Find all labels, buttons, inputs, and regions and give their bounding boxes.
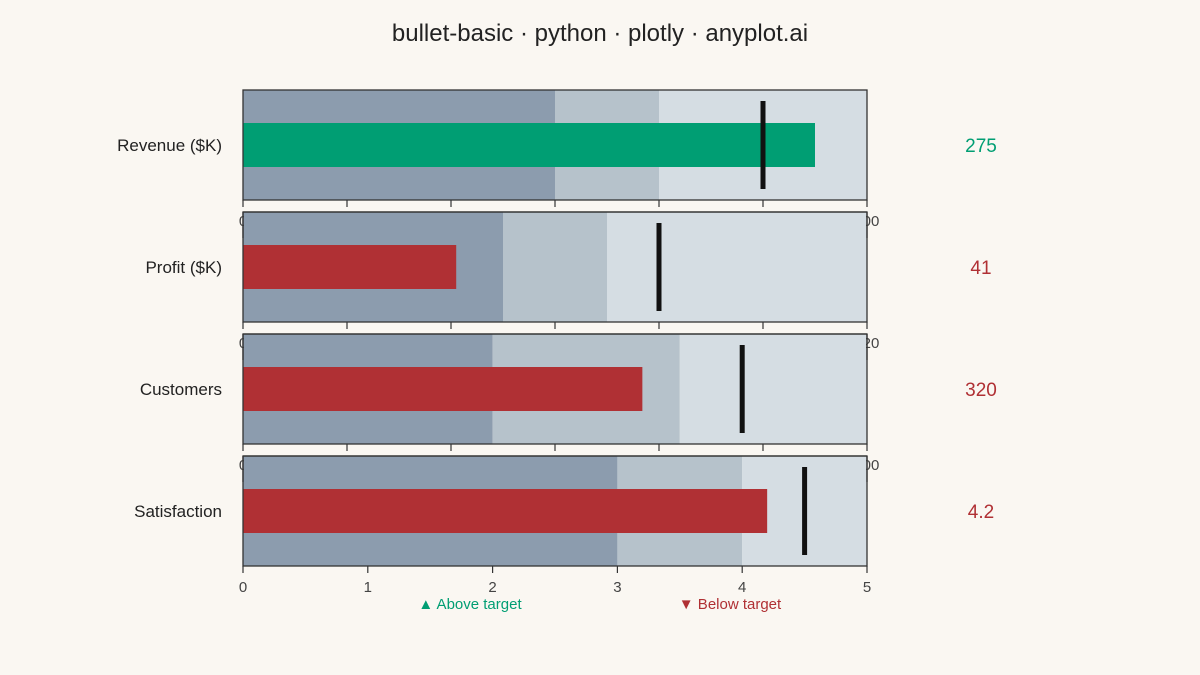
- value-label: 41: [970, 258, 991, 279]
- tick-label: 4: [738, 579, 746, 596]
- metric-label: Customers: [140, 380, 222, 399]
- value-bar: [243, 123, 815, 167]
- range-band-mask: [852, 213, 866, 237]
- range-band-mask: [244, 457, 258, 481]
- tick-label: 5: [863, 579, 871, 596]
- metric-label: Revenue ($K): [117, 136, 222, 155]
- tick-label: 2: [488, 579, 496, 596]
- value-bar: [243, 489, 768, 533]
- target-marker: [739, 345, 745, 433]
- range-band-3: [607, 212, 867, 322]
- tick-label: 1: [364, 579, 372, 596]
- range-band-mask: [244, 335, 258, 359]
- range-band-mask: [852, 335, 866, 359]
- value-label: 320: [965, 380, 997, 401]
- metric-label: Profit ($K): [145, 258, 222, 277]
- legend-item: ▲ Above target: [418, 596, 522, 613]
- value-bar: [243, 245, 457, 289]
- chart-title: bullet-basic · python · plotly · anyplot…: [391, 20, 809, 47]
- range-band-mask: [244, 213, 258, 237]
- tick-label: 0: [239, 579, 247, 596]
- range-band-2: [503, 212, 607, 322]
- target-marker: [802, 467, 808, 555]
- metric-label: Satisfaction: [134, 502, 222, 521]
- value-label: 4.2: [968, 502, 994, 523]
- value-bar: [243, 367, 643, 411]
- range-band-mask: [852, 457, 866, 481]
- tick-label: 3: [613, 579, 621, 596]
- range-band-3: [679, 334, 867, 444]
- legend-item: ▼ Below target: [679, 596, 782, 613]
- target-marker: [656, 223, 662, 311]
- target-marker: [760, 101, 766, 189]
- value-label: 275: [965, 136, 997, 157]
